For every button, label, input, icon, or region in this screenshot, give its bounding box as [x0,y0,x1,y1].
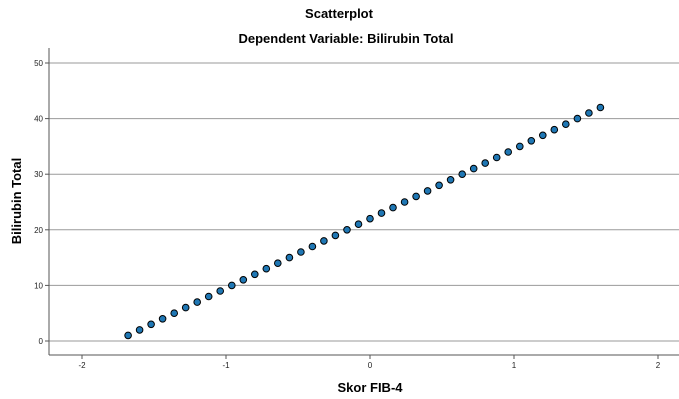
y-tick-label: 0 [39,337,44,346]
y-axis-label: Bilirubin Total [9,158,24,244]
scatter-point [135,326,144,334]
scatter-point [435,181,443,190]
y-tick-label: 40 [34,115,43,124]
scatter-point [550,125,559,134]
scatter-point [562,120,570,128]
scatter-point [181,303,190,312]
y-gridlines [49,62,679,342]
y-tick-label: 50 [34,59,43,68]
y-tick-label: 10 [34,281,43,290]
chart-title: Scatterplot [305,6,374,21]
x-axis-ticks: -2 -1 0 1 2 [78,355,661,370]
scatter-point [251,270,259,279]
scatter-point [147,320,155,329]
scatter-point [516,142,524,151]
scatter-point [297,248,305,256]
x-tick-label: 0 [368,361,373,370]
scatter-point [400,198,409,206]
scatter-point [539,131,547,140]
x-tick-label: 1 [512,361,517,370]
scatter-point [596,103,605,112]
scatter-point [216,287,224,295]
scatter-point [193,298,201,306]
scatter-point [458,170,467,178]
scatter-point [331,231,340,240]
scatter-point [412,192,420,201]
scatter-point [124,331,132,340]
y-axis-ticks: 0 10 20 30 40 50 [34,59,49,346]
scatter-point [389,203,397,212]
scatter-point [239,276,248,284]
scatter-point [481,159,490,167]
scatter-point [320,237,328,245]
scatter-point [262,264,271,273]
scatter-point [204,292,213,301]
scatter-point [354,220,363,228]
scatter-point [308,242,317,251]
chart-subtitle: Dependent Variable: Bilirubin Total [238,31,453,46]
x-tick-label: 2 [656,361,661,370]
x-axis-label: Skor FIB-4 [337,380,403,395]
scatter-points [124,103,605,340]
scatter-point [366,214,374,223]
scatter-point [492,153,501,162]
y-tick-label: 30 [34,170,43,179]
scatter-point [274,259,282,268]
scatter-point [504,148,513,156]
scatter-point [423,187,432,195]
scatter-point [158,315,167,323]
scatter-point [573,114,582,123]
scatter-point [527,137,536,145]
scatter-point [469,164,478,173]
scatter-point [377,209,386,217]
scatter-point [228,281,236,290]
scatter-point [585,109,593,117]
scatter-point [446,176,455,184]
y-tick-label: 20 [34,226,43,235]
x-tick-label: -2 [78,361,86,370]
scatter-point [343,226,351,234]
scatter-point [285,253,294,262]
x-tick-label: -1 [222,361,230,370]
scatter-point [170,309,178,318]
